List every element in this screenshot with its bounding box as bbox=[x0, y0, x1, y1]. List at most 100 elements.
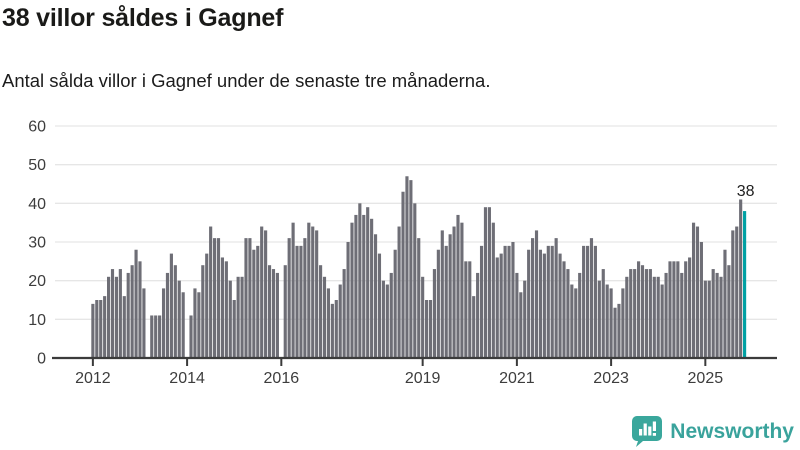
bar bbox=[652, 276, 656, 358]
bar bbox=[307, 222, 311, 358]
bar bbox=[110, 269, 115, 358]
bar bbox=[326, 288, 331, 358]
bar bbox=[499, 253, 503, 358]
bar bbox=[158, 315, 162, 358]
bar bbox=[460, 222, 464, 358]
bar bbox=[432, 269, 437, 358]
y-axis-label: 50 bbox=[28, 157, 46, 174]
bar bbox=[546, 245, 550, 358]
bar bbox=[660, 284, 664, 358]
bar bbox=[95, 300, 99, 358]
bar bbox=[385, 284, 389, 358]
bar bbox=[421, 276, 425, 358]
bar bbox=[354, 214, 358, 358]
bar bbox=[676, 261, 680, 358]
bar bbox=[440, 230, 444, 358]
bar bbox=[589, 238, 594, 358]
bar bbox=[181, 292, 185, 358]
bar bbox=[558, 253, 562, 358]
bar bbox=[267, 265, 272, 358]
bar bbox=[381, 280, 385, 358]
bar bbox=[468, 261, 472, 358]
bar bbox=[479, 245, 484, 358]
bar bbox=[613, 307, 617, 358]
bar bbox=[260, 226, 264, 358]
bar bbox=[291, 222, 295, 358]
bar bbox=[629, 269, 633, 358]
x-axis-label: 2014 bbox=[169, 370, 205, 387]
bar bbox=[491, 222, 495, 358]
bar bbox=[444, 245, 448, 358]
bar bbox=[585, 245, 590, 358]
bar bbox=[425, 300, 429, 358]
bar bbox=[205, 253, 209, 358]
x-axis-label: 2023 bbox=[593, 370, 629, 387]
bar bbox=[656, 276, 660, 358]
bar bbox=[625, 276, 629, 358]
bar bbox=[142, 288, 146, 358]
bar bbox=[118, 269, 122, 358]
bar bbox=[401, 191, 405, 358]
bar bbox=[236, 276, 240, 358]
y-axis-label: 20 bbox=[28, 273, 46, 290]
bar bbox=[574, 288, 578, 358]
bar bbox=[377, 253, 382, 358]
bar bbox=[640, 265, 645, 358]
bar bbox=[409, 180, 413, 358]
bar bbox=[389, 272, 393, 358]
bar bbox=[322, 276, 327, 358]
highlighted-bar bbox=[743, 211, 747, 358]
bar bbox=[350, 222, 354, 358]
bar bbox=[550, 245, 554, 358]
bar bbox=[739, 199, 743, 358]
bar bbox=[609, 288, 613, 358]
bar bbox=[527, 249, 531, 358]
bar bbox=[578, 272, 582, 358]
bar bbox=[154, 315, 158, 358]
newsworthy-logo-text: Newsworthy bbox=[670, 419, 794, 443]
bar bbox=[637, 261, 641, 358]
bar bbox=[436, 249, 440, 358]
bar bbox=[680, 272, 684, 358]
bar bbox=[472, 296, 476, 358]
bar bbox=[358, 203, 362, 358]
bar bbox=[287, 238, 291, 358]
bar bbox=[213, 238, 217, 358]
bar bbox=[319, 265, 323, 358]
bar bbox=[342, 269, 346, 358]
bar bbox=[216, 238, 221, 358]
bar bbox=[715, 272, 719, 358]
bar bbox=[644, 269, 649, 358]
bar bbox=[91, 303, 95, 358]
bar bbox=[511, 242, 515, 358]
bar bbox=[126, 272, 130, 358]
bar bbox=[283, 265, 287, 358]
bar bbox=[542, 253, 546, 358]
bar bbox=[315, 230, 319, 358]
chart-subtitle: Antal sålda villor i Gagnef under de sen… bbox=[2, 70, 491, 91]
bar bbox=[338, 284, 342, 358]
bar bbox=[189, 315, 193, 358]
bar bbox=[711, 269, 715, 358]
bar bbox=[456, 214, 460, 358]
bar bbox=[346, 242, 350, 358]
y-axis-label: 40 bbox=[28, 196, 46, 213]
bar bbox=[275, 272, 279, 358]
bar bbox=[476, 272, 480, 358]
bar bbox=[252, 249, 256, 358]
bar bbox=[699, 242, 703, 358]
bar bbox=[240, 276, 244, 358]
bar bbox=[519, 292, 523, 358]
bar bbox=[244, 238, 248, 358]
y-axis-label: 10 bbox=[28, 312, 46, 329]
bar bbox=[330, 303, 334, 358]
newsworthy-logo[interactable]: Newsworthy bbox=[632, 416, 794, 447]
bar bbox=[684, 261, 688, 358]
bar bbox=[201, 265, 205, 358]
bar bbox=[334, 300, 338, 358]
y-axis-label: 30 bbox=[28, 235, 46, 252]
bar bbox=[503, 245, 507, 358]
x-axis-label: 2019 bbox=[405, 370, 441, 387]
bar bbox=[295, 245, 299, 358]
